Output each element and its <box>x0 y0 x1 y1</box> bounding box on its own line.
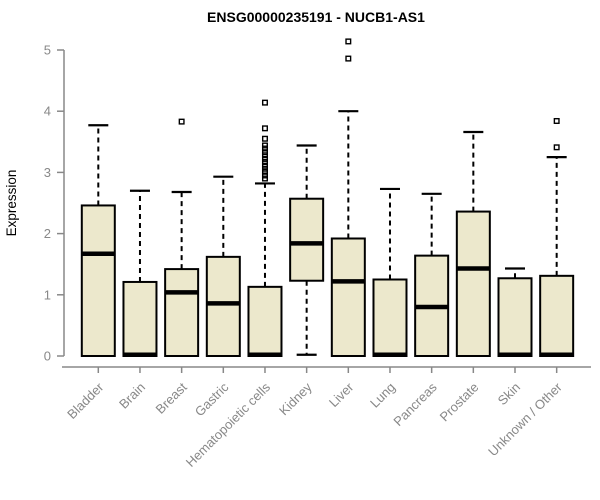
x-tick-label: Brain <box>116 380 148 412</box>
outlier-point <box>261 135 268 142</box>
chart-title: ENSG00000235191 - NUCB1-AS1 <box>207 9 425 25</box>
box-group-skin <box>497 267 533 358</box>
x-tick-label: Gastric <box>192 379 232 419</box>
y-tick-label: 4 <box>44 104 51 119</box>
box-group-gastric <box>205 175 241 357</box>
outlier-point <box>261 142 268 149</box>
outlier-point <box>261 162 268 169</box>
outlier-point <box>261 152 268 159</box>
y-tick-label: 0 <box>44 349 51 364</box>
x-tick-label: Liver <box>326 379 357 410</box>
iqr-box <box>330 237 366 357</box>
iqr-box <box>205 255 241 357</box>
y-tick-label: 1 <box>44 287 51 302</box>
outlier-point <box>261 175 268 182</box>
box-group-liver <box>330 38 366 357</box>
x-tick-label: Bladder <box>64 379 107 422</box>
boxes-layer <box>80 38 575 358</box>
outlier-point <box>261 149 268 156</box>
iqr-box <box>497 277 533 357</box>
box-group-breast <box>164 118 200 358</box>
outlier-point <box>345 55 352 62</box>
iqr-box <box>539 274 575 357</box>
outlier-point <box>261 165 268 172</box>
iqr-box <box>247 285 283 357</box>
box-group-kidney <box>289 144 325 356</box>
y-axis-label: Expression <box>4 170 19 237</box>
outlier-point <box>178 118 185 125</box>
box-group-pancreas <box>414 192 450 357</box>
box-group-bladder <box>80 124 116 357</box>
y-tick-label: 2 <box>44 226 51 241</box>
x-tick-label: Kidney <box>276 379 315 418</box>
iqr-box <box>289 197 325 282</box>
x-tick-label: Unknown / Other <box>485 379 565 459</box>
iqr-box <box>455 210 491 357</box>
iqr-box <box>80 204 116 357</box>
box-group-lung <box>372 187 408 358</box>
outlier-point <box>261 145 268 152</box>
x-tick-label: Prostate <box>437 380 482 425</box>
x-tick-label: Skin <box>495 380 523 408</box>
y-tick-label: 3 <box>44 165 51 180</box>
box-group-hematopoietic-cells <box>247 99 283 358</box>
iqr-box <box>372 278 408 357</box>
outlier-point <box>345 38 352 45</box>
outlier-point <box>261 99 268 106</box>
outlier-point <box>261 125 268 132</box>
x-tick-label: Pancreas <box>390 379 440 429</box>
outlier-point <box>553 144 560 151</box>
box-group-brain <box>122 189 158 358</box>
iqr-box <box>122 280 158 357</box>
outlier-point <box>553 117 560 124</box>
x-tick-label: Breast <box>153 379 190 416</box>
box-group-unknown-other <box>539 117 575 358</box>
outlier-point <box>261 172 268 179</box>
box-group-prostate <box>455 130 491 357</box>
iqr-box <box>164 268 200 358</box>
outlier-point <box>261 168 268 175</box>
x-tick-label: Lung <box>367 380 398 411</box>
outlier-point <box>261 158 268 165</box>
y-tick-label: 5 <box>44 43 51 58</box>
outlier-point <box>261 155 268 162</box>
